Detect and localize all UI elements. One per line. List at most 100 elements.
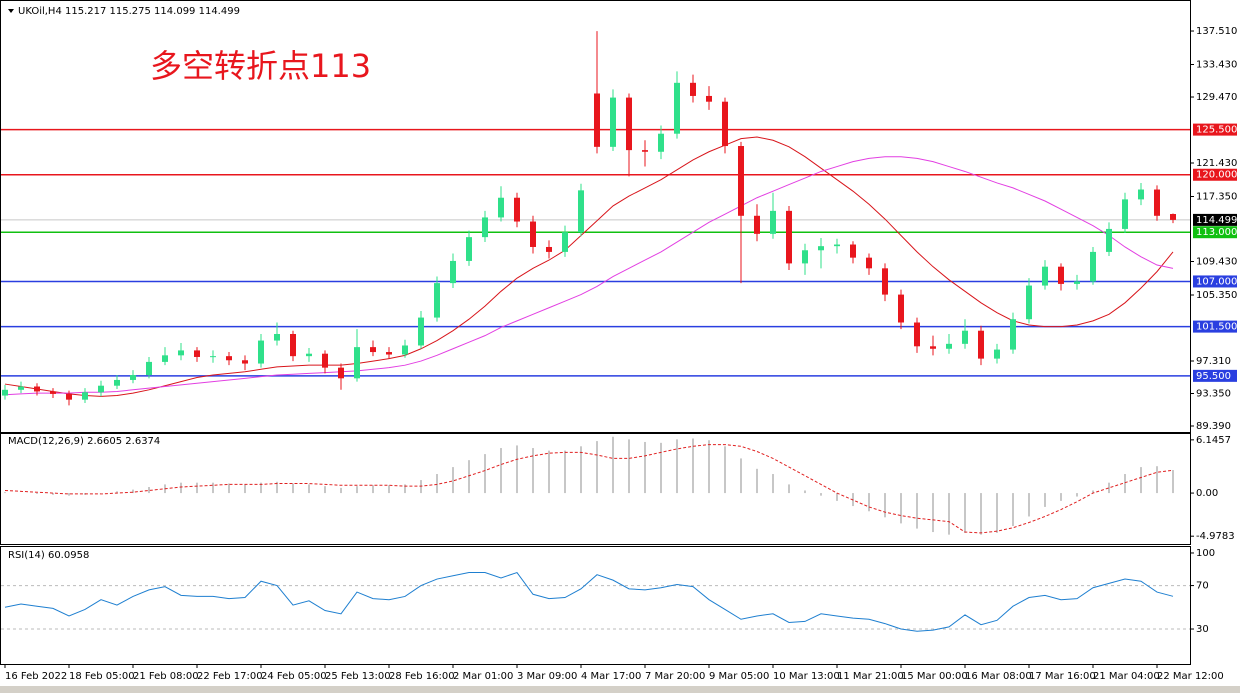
candle-body	[130, 375, 136, 380]
level-label: 95.500	[1196, 371, 1231, 382]
level-label: 107.000	[1196, 276, 1237, 287]
candle-body	[578, 190, 584, 233]
candle-body	[226, 356, 232, 361]
y-tick-label: 129.470	[1196, 92, 1237, 103]
candle-body	[162, 355, 168, 362]
candle-body	[258, 340, 264, 364]
candle-body	[1154, 189, 1160, 216]
menu-arrow[interactable]	[8, 9, 14, 13]
candle-body	[994, 349, 1000, 359]
y-tick-label: 133.430	[1196, 60, 1237, 71]
candle-body	[802, 250, 808, 264]
y-tick-label: 100	[1196, 548, 1215, 559]
candle-body	[514, 197, 520, 222]
x-tick-label: 9 Mar 05:00	[709, 671, 769, 682]
candle-body	[530, 221, 536, 247]
candle-body	[866, 257, 872, 269]
x-tick-label: 16 Mar 08:00	[965, 671, 1032, 682]
candle-body	[354, 347, 360, 379]
x-tick-label: 7 Mar 20:00	[645, 671, 705, 682]
candle-body	[978, 330, 984, 359]
level-label: 113.000	[1196, 227, 1237, 238]
x-tick-label: 25 Feb 13:00	[325, 671, 391, 682]
tab-bar	[0, 686, 1240, 693]
level-label-box	[1193, 168, 1237, 181]
candle-body	[242, 360, 248, 364]
candle-body	[658, 133, 664, 152]
candle-body	[498, 197, 504, 218]
candle-body	[1122, 199, 1128, 229]
candle-body	[834, 244, 840, 247]
x-tick-label: 21 Feb 08:00	[133, 671, 199, 682]
candle-body	[194, 350, 200, 357]
y-tick-label: 97.310	[1196, 356, 1231, 367]
y-tick-label: 105.350	[1196, 290, 1237, 301]
candle-body	[642, 150, 648, 152]
x-tick-label: 15 Mar 00:00	[901, 671, 968, 682]
y-tick-label: 30	[1196, 624, 1209, 635]
candle-body	[482, 217, 488, 238]
x-tick-label: 18 Feb 05:00	[69, 671, 135, 682]
last-price-box	[1193, 213, 1237, 226]
x-tick-label: 24 Feb 05:00	[261, 671, 327, 682]
rsi-panel	[0, 546, 1191, 665]
candle-body	[434, 283, 440, 318]
candle-body	[626, 97, 632, 151]
candle-body	[818, 246, 824, 251]
candle-body	[1170, 214, 1176, 220]
candle-body	[210, 356, 216, 358]
level-label-box	[1193, 123, 1237, 136]
candle-body	[1138, 189, 1144, 200]
level-label-box	[1193, 369, 1237, 382]
macd-title: MACD(12,26,9) 2.6605 2.6374	[8, 436, 160, 447]
x-tick-label: 10 Mar 13:00	[773, 671, 840, 682]
candle-body	[1042, 266, 1048, 286]
chart-title: UKOil,H4 115.217 115.275 114.099 114.499	[18, 6, 240, 17]
moving-average	[4, 136, 1174, 397]
y-tick-label: 121.430	[1196, 158, 1237, 169]
candle-body	[1106, 228, 1112, 252]
candle-body	[914, 322, 920, 347]
rsi-title: RSI(14) 60.0958	[8, 550, 89, 561]
candle-body	[306, 353, 312, 357]
level-label: 120.000	[1196, 170, 1237, 181]
candle-body	[370, 347, 376, 353]
candle-body	[850, 244, 856, 258]
y-tick-label: -4.9783	[1196, 531, 1235, 542]
candle-body	[274, 333, 280, 341]
x-tick-label: 21 Mar 04:00	[1093, 671, 1160, 682]
x-tick-label: 16 Feb 2022	[5, 671, 67, 682]
x-tick-label: 17 Mar 16:00	[1029, 671, 1096, 682]
x-tick-label: 11 Mar 21:00	[837, 671, 904, 682]
candle-body	[738, 146, 744, 216]
candle-body	[754, 215, 760, 234]
main-panel	[0, 0, 1191, 433]
candle-body	[946, 343, 952, 349]
candle-body	[1010, 319, 1016, 350]
candle-body	[930, 346, 936, 349]
moving-average	[4, 156, 1174, 396]
candle-body	[562, 232, 568, 252]
candle-body	[386, 352, 392, 355]
candle-body	[898, 294, 904, 323]
annotation: 多空转折点113	[150, 47, 371, 85]
candle-body	[1026, 285, 1032, 320]
x-tick-label: 22 Feb 17:00	[197, 671, 263, 682]
candle-body	[34, 386, 40, 392]
candle-body	[1090, 251, 1096, 282]
candle-body	[18, 386, 24, 390]
rsi-line	[4, 571, 1174, 632]
candle-body	[114, 379, 120, 386]
candle-body	[338, 367, 344, 379]
y-tick-label: 93.350	[1196, 389, 1231, 400]
candle-body	[178, 350, 184, 356]
candle-body	[610, 97, 616, 147]
level-label-box	[1193, 226, 1237, 239]
x-tick-label: 2 Mar 01:00	[453, 671, 513, 682]
candle-body	[322, 353, 328, 368]
candle-body	[706, 95, 712, 102]
candle-body	[1074, 281, 1080, 284]
candle-body	[450, 260, 456, 284]
